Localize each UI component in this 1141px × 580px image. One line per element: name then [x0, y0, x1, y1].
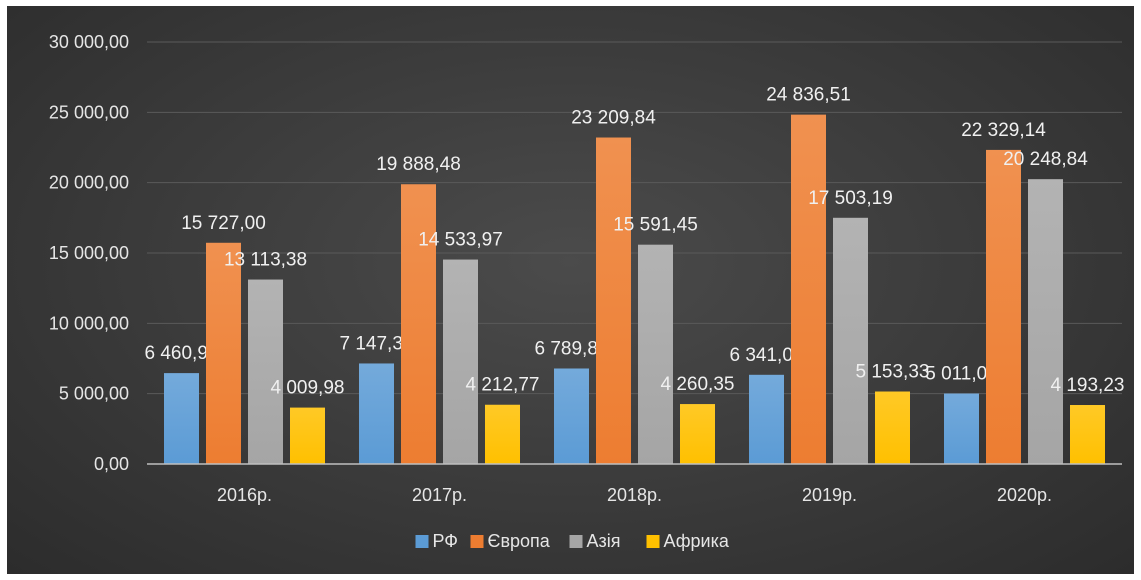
- bar: [485, 404, 520, 464]
- bar: [680, 404, 715, 464]
- bar: [164, 373, 199, 464]
- bar: [206, 242, 241, 464]
- x-tick-label: 2016р.: [217, 485, 272, 505]
- bar: [554, 368, 589, 464]
- y-tick-label: 10 000,00: [49, 313, 129, 333]
- y-tick-label: 30 000,00: [49, 32, 129, 52]
- y-tick-label: 25 000,00: [49, 102, 129, 122]
- legend-label: Африка: [664, 531, 730, 551]
- bar: [875, 391, 910, 464]
- data-label: 5 153,33: [856, 362, 930, 383]
- bar-chart: 0,00 5 000,00 10 000,00 15 000,00 20 000,00 2…: [49, 32, 1125, 551]
- data-label: 4 193,23: [1051, 375, 1125, 396]
- x-tick-label: 2018р.: [607, 485, 662, 505]
- y-tick-label: 0,00: [94, 454, 129, 474]
- bar: [359, 363, 394, 464]
- data-label: 13 113,38: [224, 250, 307, 271]
- bar: [944, 393, 979, 464]
- bar: [986, 149, 1021, 464]
- bar: [1070, 405, 1105, 464]
- bar: [443, 259, 478, 464]
- data-label: 20 248,84: [1003, 149, 1088, 170]
- x-tick-label: 2019р.: [802, 485, 857, 505]
- data-label: 24 836,51: [766, 85, 851, 106]
- y-tick-label: 5 000,00: [59, 384, 129, 404]
- data-label: 17 503,19: [808, 188, 893, 209]
- bar: [833, 217, 868, 464]
- legend-swatch: [569, 535, 583, 548]
- data-label: 15 727,00: [181, 213, 266, 234]
- bar: [1028, 179, 1063, 464]
- data-label: 5 011,05: [925, 364, 998, 385]
- x-tick-label: 2017р.: [412, 485, 467, 505]
- y-tick-label: 15 000,00: [49, 243, 129, 263]
- data-label: 6 789,81: [535, 338, 609, 359]
- data-label: 15 591,45: [613, 215, 698, 236]
- legend-label: Азія: [587, 531, 621, 551]
- legend-swatch: [415, 535, 429, 548]
- data-label: 6 460,94: [145, 343, 219, 364]
- data-label: 7 147,30: [340, 333, 414, 354]
- data-label: 23 209,84: [571, 108, 656, 129]
- data-label: 4 260,35: [661, 374, 735, 395]
- data-label: 4 009,98: [271, 378, 345, 399]
- data-label: 4 212,77: [466, 375, 540, 396]
- bar: [290, 407, 325, 464]
- data-label: 22 329,14: [961, 120, 1046, 141]
- legend-swatch: [470, 535, 484, 548]
- bar: [749, 374, 784, 464]
- bar: [401, 184, 436, 464]
- bar: [596, 137, 631, 464]
- bar: [791, 114, 826, 465]
- y-tick-label: 20 000,00: [49, 173, 129, 193]
- x-tick-label: 2020р.: [997, 485, 1052, 505]
- bar: [638, 244, 673, 464]
- data-label: 6 341,07: [730, 345, 804, 366]
- legend-swatch: [646, 535, 660, 548]
- data-label: 19 888,48: [376, 154, 461, 175]
- chart-area: 0,00 5 000,00 10 000,00 15 000,00 20 000,00 2…: [7, 6, 1134, 574]
- legend-label: РФ: [433, 531, 459, 551]
- data-label: 14 533,97: [418, 230, 503, 251]
- legend-label: Європа: [488, 531, 551, 551]
- bar: [248, 279, 283, 464]
